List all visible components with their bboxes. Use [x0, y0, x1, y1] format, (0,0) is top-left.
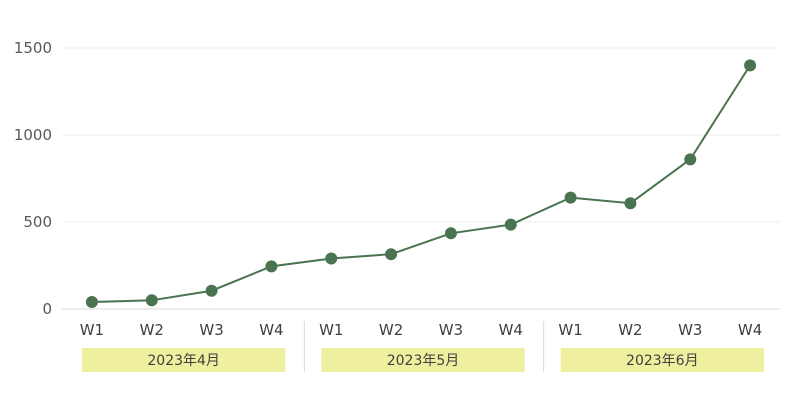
y-tick-label: 0	[42, 300, 52, 318]
data-point	[565, 192, 577, 204]
data-point	[325, 253, 337, 265]
data-point	[385, 248, 397, 260]
data-point	[744, 59, 756, 71]
group-label: 2023年5月	[387, 353, 460, 369]
x-tick-label: W3	[199, 321, 223, 339]
data-point	[684, 153, 696, 165]
x-tick-label: W3	[439, 321, 463, 339]
x-tick-label: W1	[80, 321, 104, 339]
x-tick-label: W2	[140, 321, 164, 339]
data-point	[146, 294, 158, 306]
x-axis-group-labels: 2023年4月 2023年5月 2023年6月	[82, 348, 764, 372]
y-tick-label: 500	[23, 213, 52, 231]
series	[86, 59, 756, 308]
data-point	[505, 219, 517, 231]
x-tick-label: W2	[618, 321, 642, 339]
x-tick-label: W4	[259, 321, 283, 339]
series-line	[92, 65, 750, 302]
data-point	[445, 227, 457, 239]
data-point	[206, 285, 218, 297]
group-label: 2023年6月	[626, 353, 699, 369]
x-tick-label: W4	[499, 321, 523, 339]
x-axis-category-labels: W1 W2 W3 W4 W1 W2 W3 W4 W1 W2 W3 W4	[80, 321, 763, 339]
x-tick-label: W3	[678, 321, 702, 339]
group-label: 2023年4月	[147, 353, 220, 369]
data-point	[265, 260, 277, 272]
data-point	[86, 296, 98, 308]
x-tick-label: W4	[738, 321, 762, 339]
gridlines	[62, 48, 780, 222]
y-tick-label: 1000	[14, 126, 52, 144]
x-tick-label: W1	[319, 321, 343, 339]
y-tick-label: 1500	[14, 39, 52, 57]
x-tick-label: W1	[558, 321, 582, 339]
x-tick-label: W2	[379, 321, 403, 339]
data-point	[624, 197, 636, 209]
y-axis-ticks: 0 500 1000 1500	[14, 39, 52, 318]
